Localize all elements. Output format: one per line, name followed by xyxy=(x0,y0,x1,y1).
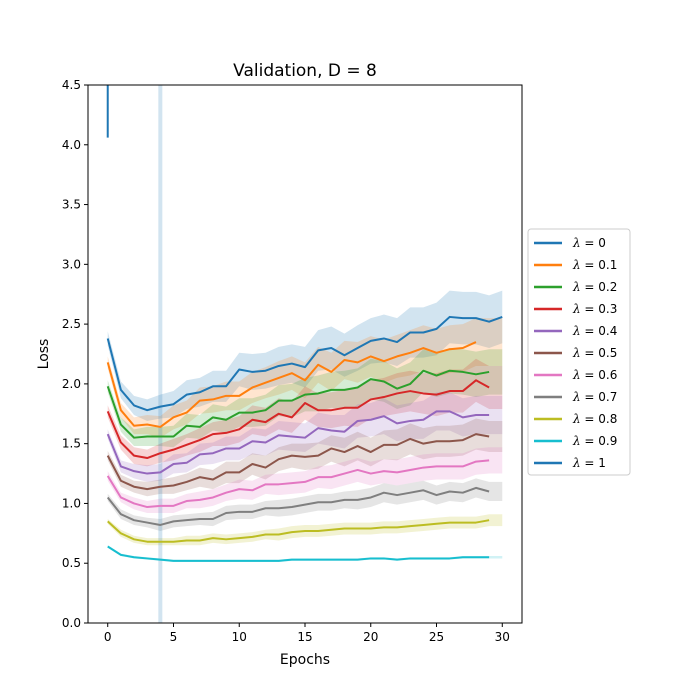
legend-box xyxy=(527,228,631,476)
legend-label-lambda-1: λ = 1 xyxy=(572,456,606,470)
legend-label-lambda-0-2: λ = 0.2 xyxy=(572,280,617,294)
x-tick-label: 0 xyxy=(104,630,112,644)
y-axis-label: Loss xyxy=(36,339,52,370)
legend-lambda-symbol: λ xyxy=(572,346,581,360)
x-tick-label: 25 xyxy=(429,630,444,644)
x-tick-label: 5 xyxy=(170,630,178,644)
legend-lambda-symbol: λ xyxy=(572,412,581,426)
y-tick-label: 3.5 xyxy=(62,198,81,212)
line-lambda-0-2 xyxy=(106,369,490,439)
line-lambda-0-8 xyxy=(107,519,490,543)
legend-lambda-value: = 0.3 xyxy=(581,302,618,316)
y-tick-label: 4.0 xyxy=(62,138,81,152)
band-lambda-0-8 xyxy=(107,514,503,546)
line-lambda-0-9 xyxy=(107,545,490,562)
legend-lambda-value: = 0.8 xyxy=(581,412,618,426)
chart-title: Validation, D = 8 xyxy=(233,61,377,81)
legend-lambda-symbol: λ xyxy=(572,280,581,294)
legend-label-lambda-0: λ = 0 xyxy=(572,236,606,250)
line-lambda-0-4 xyxy=(106,410,490,475)
x-tick-label: 15 xyxy=(297,630,312,644)
legend-label-lambda-0-1: λ = 0.1 xyxy=(572,258,617,272)
band-lambda-1 xyxy=(158,85,163,623)
series-lines xyxy=(106,85,503,562)
legend-lambda-symbol: λ xyxy=(572,456,581,470)
line-lambda-0-5 xyxy=(106,433,490,491)
band-lambda-0-1 xyxy=(107,318,503,438)
legend-lambda-value: = 0.1 xyxy=(581,258,618,272)
legend-label-lambda-0-4: λ = 0.4 xyxy=(572,324,617,338)
y-tick-label: 4.5 xyxy=(62,78,81,92)
band-lambda-0-6 xyxy=(107,447,503,514)
band-lambda-0-9 xyxy=(107,545,503,563)
legend-lambda-value: = 1 xyxy=(581,456,606,470)
line-lambda-0-1 xyxy=(106,341,477,428)
legend-lambda-value: = 0.6 xyxy=(581,368,618,382)
x-tick-label: 30 xyxy=(495,630,510,644)
y-tick-label: 3.0 xyxy=(62,257,81,271)
legend-lambda-value: = 0.5 xyxy=(581,346,618,360)
y-tick-label: 0.5 xyxy=(62,556,81,570)
legend-label-lambda-0-5: λ = 0.5 xyxy=(572,346,617,360)
x-tick-label: 20 xyxy=(363,630,378,644)
legend-label-lambda-0-7: λ = 0.7 xyxy=(572,390,617,404)
legend-lambda-value: = 0.2 xyxy=(581,280,618,294)
y-tick-label: 1.0 xyxy=(62,496,81,510)
line-lambda-0 xyxy=(106,315,503,412)
legend-label-lambda-0-9: λ = 0.9 xyxy=(572,434,617,448)
y-tick-label: 0.0 xyxy=(62,616,81,630)
y-tick-label: 2.5 xyxy=(62,317,81,331)
line-lambda-0-7 xyxy=(106,486,490,526)
legend-lambda-symbol: λ xyxy=(572,390,581,404)
legend-label-lambda-0-6: λ = 0.6 xyxy=(572,368,617,382)
legend-lambda-symbol: λ xyxy=(572,324,581,338)
line-lambda-0-6 xyxy=(106,459,490,509)
x-axis-label: Epochs xyxy=(280,652,330,668)
legend-label-lambda-0-8: λ = 0.8 xyxy=(572,412,617,426)
legend-lambda-value: = 0.9 xyxy=(581,434,618,448)
legend-lambda-value: = 0 xyxy=(581,236,606,250)
plot-area xyxy=(88,85,522,623)
y-tick-label: 2.0 xyxy=(62,377,81,391)
line-lambda-0-3 xyxy=(106,379,490,460)
legend-lambda-symbol: λ xyxy=(572,258,581,272)
y-axis: 0.0 0.5 1.0 1.5 2.0 2.5 3.0 3.5 4.0 4.5 xyxy=(62,78,88,630)
legend-lambda-value: = 0.4 xyxy=(581,324,618,338)
legend-lambda-symbol: λ xyxy=(572,236,581,250)
legend-label-lambda-0-3: λ = 0.3 xyxy=(572,302,617,316)
legend-lambda-symbol: λ xyxy=(572,434,581,448)
x-axis: 0 5 10 15 20 25 30 xyxy=(104,623,510,644)
y-tick-label: 1.5 xyxy=(62,437,81,451)
legend: λ = 0λ = 0.1λ = 0.2λ = 0.3λ = 0.4λ = 0.5… xyxy=(527,228,631,476)
legend-lambda-symbol: λ xyxy=(572,368,581,382)
x-tick-label: 10 xyxy=(232,630,247,644)
legend-lambda-value: = 0.7 xyxy=(581,390,618,404)
legend-lambda-symbol: λ xyxy=(572,302,581,316)
